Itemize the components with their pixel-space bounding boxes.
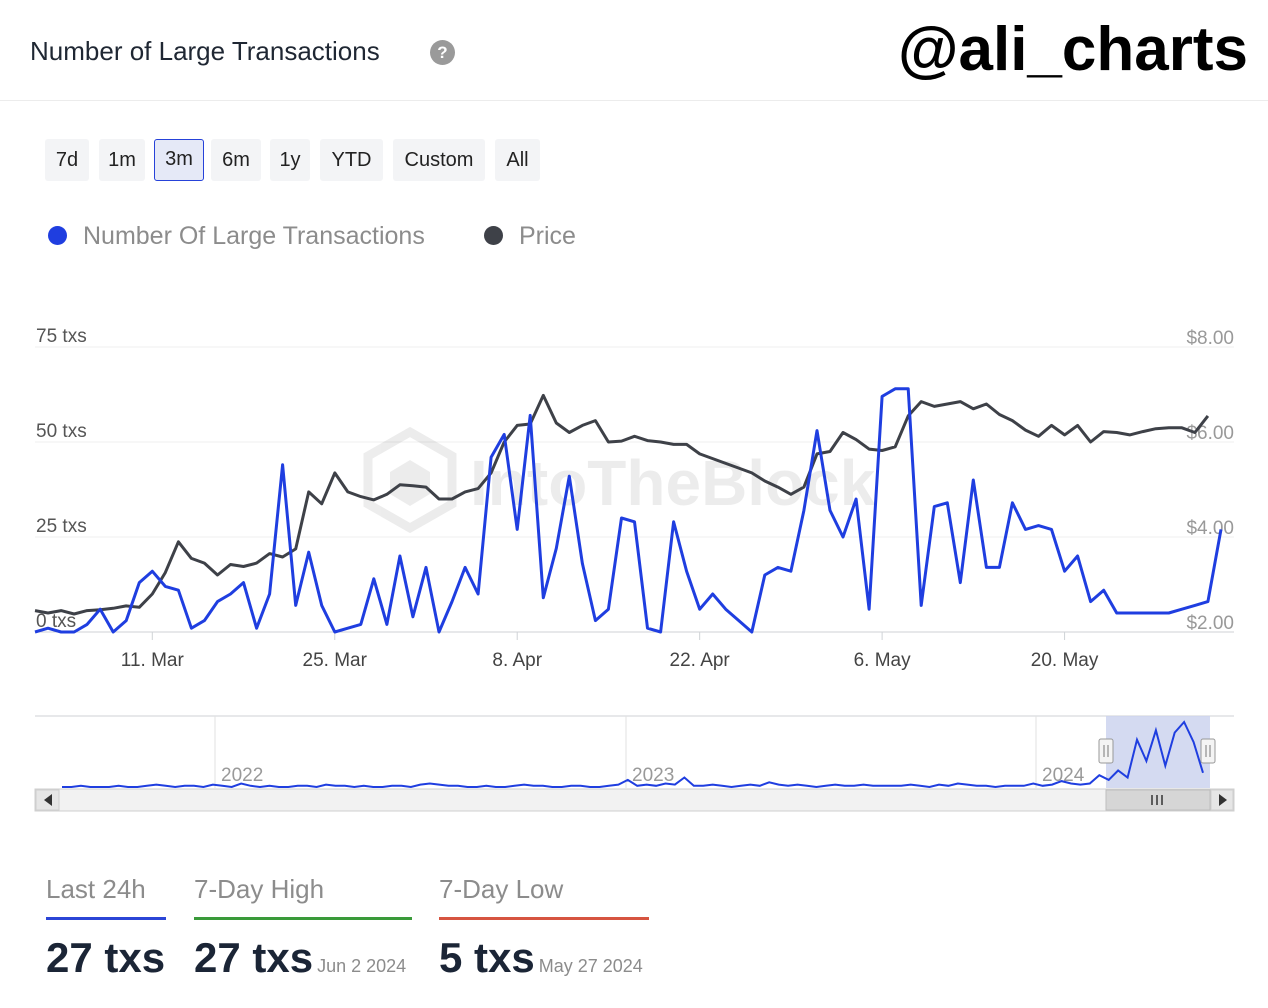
- chart-header: Number of Large Transactions ? @ali_char…: [0, 0, 1268, 101]
- stat-label: 7-Day High: [194, 874, 325, 904]
- stat-last-24h: Last 24h 27 txs: [46, 874, 166, 982]
- legend-item-price[interactable]: Price: [484, 222, 576, 251]
- stat-7day-high: 7-Day High 27 txs Jun 2 2024: [194, 874, 412, 982]
- navigator-year-label: 2024: [1042, 765, 1085, 786]
- range-ytd-button[interactable]: YTD: [320, 139, 383, 181]
- x-tick-label: 22. Apr: [670, 650, 731, 671]
- legend-dot-gray-icon: [484, 226, 503, 245]
- stat-7day-low: 7-Day Low 5 txs May 27 2024: [439, 874, 649, 982]
- navigator-selection[interactable]: [1106, 716, 1210, 788]
- legend-label: Price: [519, 222, 576, 250]
- x-axis: 11. Mar 25. Mar 8. Apr 22. Apr 6. May 20. May: [121, 632, 1099, 671]
- y-left-tick-label: 0 txs: [36, 611, 76, 632]
- stat-value: 5 txs May 27 2024: [439, 934, 649, 982]
- help-icon[interactable]: ?: [430, 40, 455, 65]
- stat-date: Jun 2 2024: [317, 956, 407, 976]
- stat-underline: [194, 917, 412, 920]
- stat-value: 27 txs Jun 2 2024: [194, 934, 412, 982]
- grip-icon: [1151, 795, 1163, 805]
- legend-label: Number Of Large Transactions: [83, 222, 425, 250]
- range-all-button[interactable]: All: [495, 139, 540, 181]
- stat-date: May 27 2024: [538, 956, 643, 976]
- range-3m-button[interactable]: 3m: [154, 139, 204, 181]
- series-layer: [34, 387, 1223, 634]
- navigator-year-label: 2023: [632, 765, 674, 786]
- y-right-tick-label: $2.00: [1186, 613, 1234, 634]
- stat-label: Last 24h: [46, 874, 146, 904]
- stat-number: 27 txs: [194, 934, 314, 981]
- y-left-tick-label: 50 txs: [36, 421, 87, 442]
- navigator-left-handle[interactable]: [1098, 738, 1114, 764]
- y-right-tick-label: $8.00: [1186, 328, 1234, 349]
- navigator-series-line: [62, 720, 1204, 789]
- stat-number: 5 txs: [439, 934, 535, 981]
- y-right-tick-label: $4.00: [1186, 518, 1234, 539]
- gridlines: [35, 346, 1234, 633]
- watermark-logo: IntoTheBlock: [363, 426, 876, 534]
- range-custom-button[interactable]: Custom: [393, 139, 485, 181]
- main-chart[interactable]: IntoTheBlock 0 txs 25 txs 50 txs 75 txs $2.…: [0, 0, 1268, 700]
- navigator-year-label: 2022: [221, 765, 263, 786]
- range-navigator[interactable]: 2022 2023 2024: [0, 710, 1268, 820]
- arrow-right-icon: [1219, 794, 1227, 806]
- navigator-year-grid: 2022 2023 2024: [214, 716, 1085, 788]
- series-line-large-transactions[interactable]: [34, 387, 1223, 634]
- stat-underline: [46, 917, 166, 920]
- x-tick-label: 11. Mar: [121, 650, 185, 671]
- stat-value: 27 txs: [46, 934, 166, 982]
- chart-title: Number of Large Transactions: [30, 36, 380, 66]
- navigator-right-handle[interactable]: [1200, 738, 1216, 764]
- stat-underline: [439, 917, 649, 920]
- stat-number: 27 txs: [46, 934, 166, 981]
- x-tick-label: 25. Mar: [303, 650, 368, 671]
- range-1y-button[interactable]: 1y: [270, 139, 310, 181]
- watermark-handle: @ali_charts: [898, 15, 1248, 84]
- y-axis-left: 0 txs 25 txs 50 txs 75 txs: [36, 326, 87, 632]
- x-tick-label: 6. May: [854, 650, 912, 671]
- y-left-tick-label: 75 txs: [36, 326, 87, 347]
- range-6m-button[interactable]: 6m: [211, 139, 261, 181]
- arrow-left-icon: [44, 794, 52, 806]
- navigator-scrollbar-track[interactable]: [34, 788, 1235, 812]
- stat-label: 7-Day Low: [439, 874, 564, 904]
- legend-item-large-transactions[interactable]: Number Of Large Transactions: [48, 222, 425, 251]
- legend-dot-blue-icon: [48, 226, 67, 245]
- x-tick-label: 8. Apr: [492, 650, 542, 671]
- x-tick-label: 20. May: [1031, 650, 1099, 671]
- scrollbar-thumb[interactable]: [1105, 789, 1211, 811]
- range-1m-button[interactable]: 1m: [99, 139, 145, 181]
- range-7d-button[interactable]: 7d: [45, 139, 89, 181]
- series-line-price[interactable]: [34, 393, 1210, 616]
- y-left-tick-label: 25 txs: [36, 516, 87, 537]
